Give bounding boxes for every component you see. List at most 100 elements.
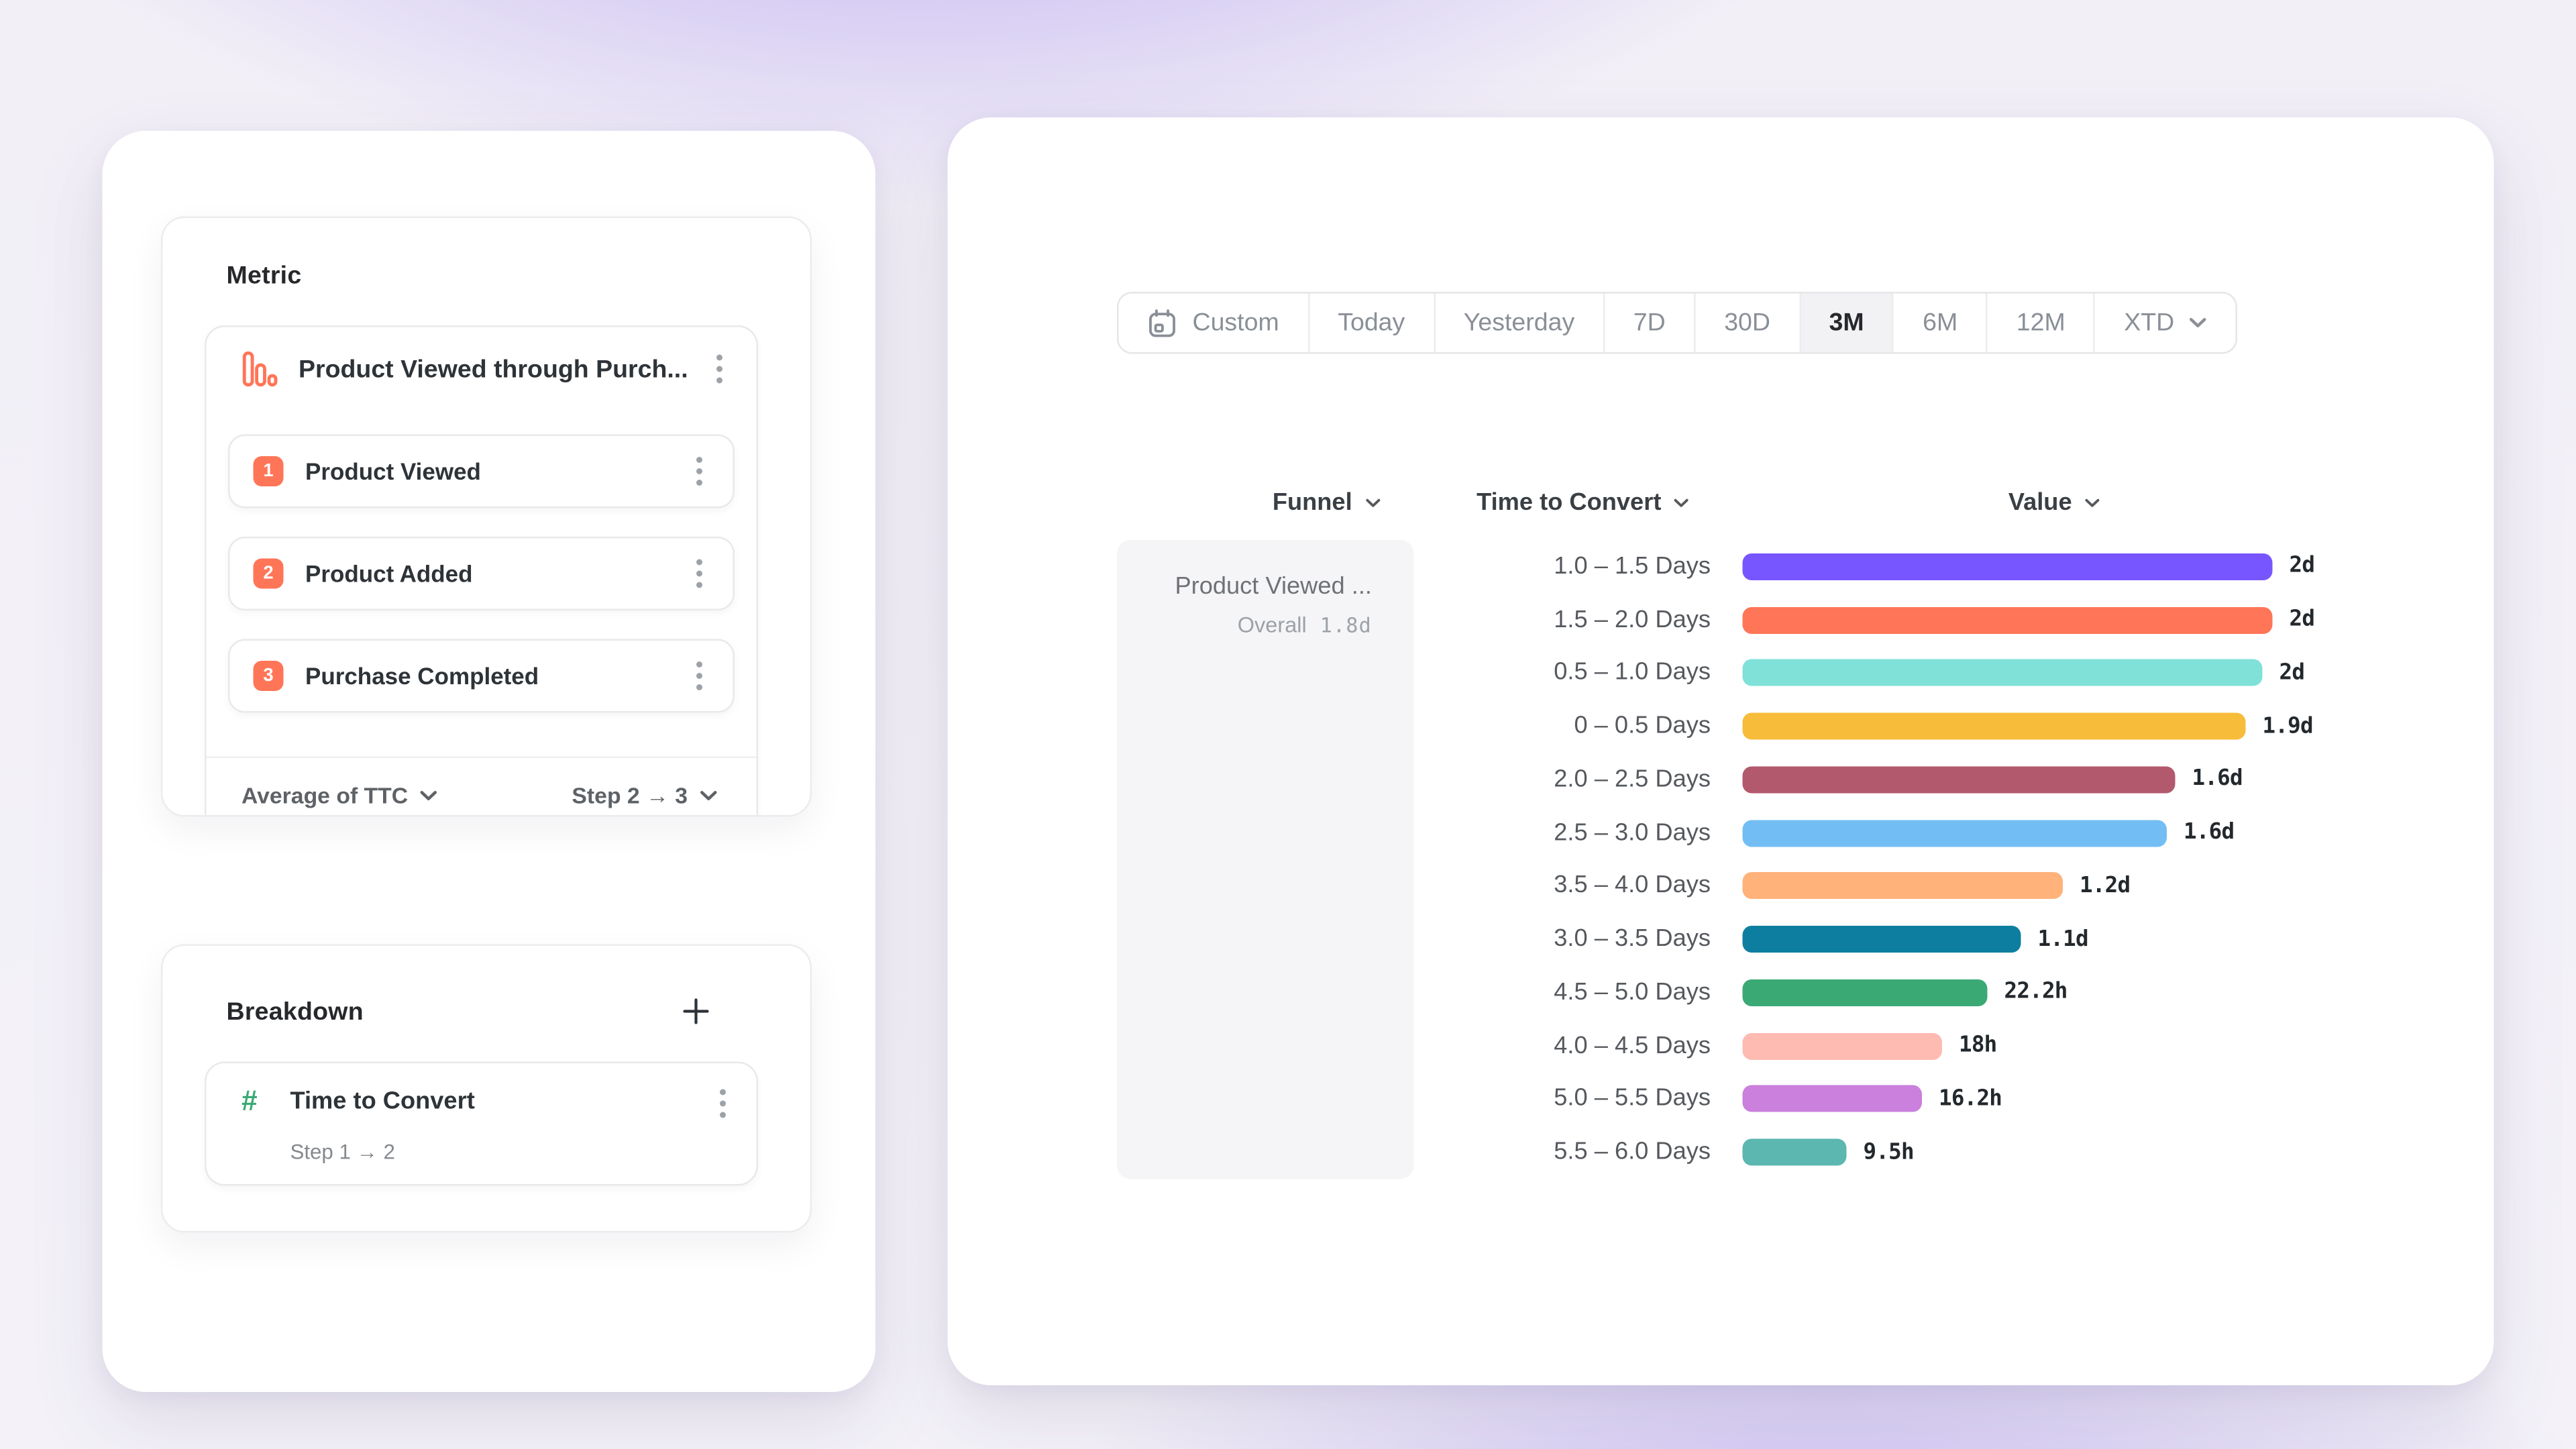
breakdown-bar-rows: 1.0 – 1.5 Days 2d 1.5 – 2.0 Days 2d 0.5 – 1.… [1414, 540, 2487, 1179]
value-label: 1.6d [2192, 767, 2243, 792]
funnel-metric-header[interactable]: Product Viewed through Purch... [241, 349, 733, 389]
breakdown-bar-row: 2.0 – 2.5 Days 1.6d [1414, 753, 2487, 806]
chevron-down-icon [2190, 317, 2208, 329]
column-header-value[interactable]: Value [2008, 490, 2100, 517]
breakdown-item-card[interactable]: # Time to Convert Step 1 → 2 [205, 1061, 758, 1186]
add-breakdown-button[interactable] [681, 996, 711, 1026]
value-label: 1.6d [2184, 820, 2235, 846]
date-range-option-yesterday[interactable]: Yesterday [1435, 293, 1605, 352]
value-bar [1742, 766, 2176, 794]
kebab-menu-icon[interactable] [706, 352, 733, 386]
column-header-time-to-convert[interactable]: Time to Convert [1477, 490, 1690, 517]
step-range-label: Step 2 → 3 [572, 782, 688, 808]
date-range-option-custom[interactable]: Custom [1118, 293, 1309, 352]
funnel-step[interactable]: 3 Purchase Completed [228, 639, 735, 713]
date-range-option-label: Today [1338, 309, 1405, 337]
funnel-chart-icon [241, 351, 278, 388]
value-bar [1742, 979, 1988, 1006]
step-number-badge: 2 [253, 558, 284, 589]
bucket-label: 4.0 – 4.5 Days [1554, 1032, 1711, 1060]
number-property-icon: # [241, 1085, 258, 1118]
value-bar [1742, 553, 2273, 580]
aggregation-dropdown[interactable]: Average of TTC [241, 782, 438, 808]
date-range-option-label: Custom [1192, 309, 1279, 337]
funnel-summary-cell: Product Viewed ... Overall 1.8d [1117, 540, 1414, 1179]
date-range-option-6m[interactable]: 6M [1894, 293, 1988, 352]
kebab-menu-icon[interactable] [686, 659, 713, 693]
value-bar [1742, 712, 2246, 740]
aggregation-label: Average of TTC [241, 782, 409, 808]
kebab-menu-icon[interactable] [686, 455, 713, 488]
kebab-menu-icon[interactable] [686, 557, 713, 590]
table-column-headers: Funnel Time to Convert Value [948, 490, 2494, 520]
breakdown-bar-row: 0.5 – 1.0 Days 2d [1414, 647, 2487, 700]
date-range-option-3m[interactable]: 3M [1801, 293, 1894, 352]
value-bar [1742, 1032, 1942, 1060]
funnel-step[interactable]: 2 Product Added [228, 537, 735, 610]
value-bar [1742, 926, 2021, 953]
date-range-option-label: 7D [1633, 309, 1666, 337]
date-range-option-today[interactable]: Today [1309, 293, 1436, 352]
bucket-label: 1.0 – 1.5 Days [1554, 553, 1711, 580]
date-range-option-xtd[interactable]: XTD [2095, 293, 2237, 352]
date-range-option-label: 6M [1923, 309, 1958, 337]
step-event-name: Purchase Completed [305, 662, 539, 690]
metric-section-title: Metric [226, 262, 302, 290]
value-label: 2d [2279, 660, 2305, 686]
bucket-label: 0.5 – 1.0 Days [1554, 659, 1711, 687]
breakdown-property-name: Time to Convert [290, 1088, 475, 1116]
breakdown-section: Breakdown # Time to Convert Step 1 → 2 [161, 944, 812, 1233]
value-label: 9.5h [1863, 1140, 1915, 1165]
date-range-option-7d[interactable]: 7D [1605, 293, 1696, 352]
step-event-name: Product Viewed [305, 458, 481, 485]
value-bar [1742, 659, 2263, 687]
metric-section: Metric Product Viewed through Purch... [161, 216, 812, 817]
breakdown-bar-row: 1.5 – 2.0 Days 2d [1414, 593, 2487, 646]
bucket-label: 2.5 – 3.0 Days [1554, 819, 1711, 847]
funnel-summary-name: Product Viewed ... [1175, 574, 1372, 600]
funnel-overall-value: Overall 1.8d [1237, 612, 1372, 638]
value-label: 1.2d [2080, 873, 2131, 899]
query-builder-panel: Metric Product Viewed through Purch... [102, 131, 875, 1392]
breakdown-step-range: Step 1 → 2 [290, 1140, 395, 1164]
value-bar [1742, 1138, 1847, 1166]
breakdown-bar-row: 5.5 – 6.0 Days 9.5h [1414, 1126, 2487, 1179]
funnel-steps-list: 1 Product Viewed 2 Product Added 3 Purchase C… [228, 434, 735, 742]
column-header-funnel[interactable]: Funnel [1273, 490, 1381, 517]
funnel-metric-name: Product Viewed through Purch... [299, 354, 688, 384]
funnel-step[interactable]: 1 Product Viewed [228, 434, 735, 508]
value-bar [1742, 1085, 1922, 1113]
step-event-name: Product Added [305, 560, 473, 587]
value-label: 16.2h [1939, 1086, 2002, 1112]
bucket-label: 3.5 – 4.0 Days [1554, 872, 1711, 900]
date-range-option-label: 12M [2016, 309, 2065, 337]
calendar-icon [1147, 308, 1177, 338]
divider [206, 756, 757, 758]
date-range-picker: Custom Today Yesterday 7D 30D 3M 6M 12M XTD [1117, 292, 2239, 354]
breakdown-bar-row: 1.0 – 1.5 Days 2d [1414, 540, 2487, 593]
bucket-label: 3.0 – 3.5 Days [1554, 926, 1711, 953]
value-label: 2d [2289, 607, 2315, 633]
date-range-option-label: 30D [1724, 309, 1771, 337]
value-label: 1.1d [2037, 926, 2089, 953]
date-range-option-30d[interactable]: 30D [1695, 293, 1801, 352]
date-range-option-label: 3M [1829, 309, 1864, 337]
breakdown-bar-row: 4.5 – 5.0 Days 22.2h [1414, 966, 2487, 1019]
bucket-label: 1.5 – 2.0 Days [1554, 606, 1711, 634]
step-number-badge: 3 [253, 661, 284, 691]
report-panel: Custom Today Yesterday 7D 30D 3M 6M 12M XTD Funn… [947, 117, 2494, 1385]
value-bar [1742, 606, 2273, 634]
breakdown-bar-row: 4.0 – 4.5 Days 18h [1414, 1019, 2487, 1072]
value-bar [1742, 819, 2167, 847]
date-range-option-label: XTD [2124, 309, 2175, 337]
date-range-option-label: Yesterday [1463, 309, 1575, 337]
breakdown-bar-row: 3.0 – 3.5 Days 1.1d [1414, 913, 2487, 966]
step-range-dropdown[interactable]: Step 2 → 3 [572, 782, 718, 808]
kebab-menu-icon[interactable] [710, 1087, 737, 1120]
value-label: 18h [1959, 1033, 1997, 1059]
bucket-label: 5.0 – 5.5 Days [1554, 1085, 1711, 1113]
breakdown-section-title: Breakdown [226, 998, 364, 1027]
value-label: 2d [2289, 553, 2315, 580]
date-range-option-12m[interactable]: 12M [1988, 293, 2096, 352]
